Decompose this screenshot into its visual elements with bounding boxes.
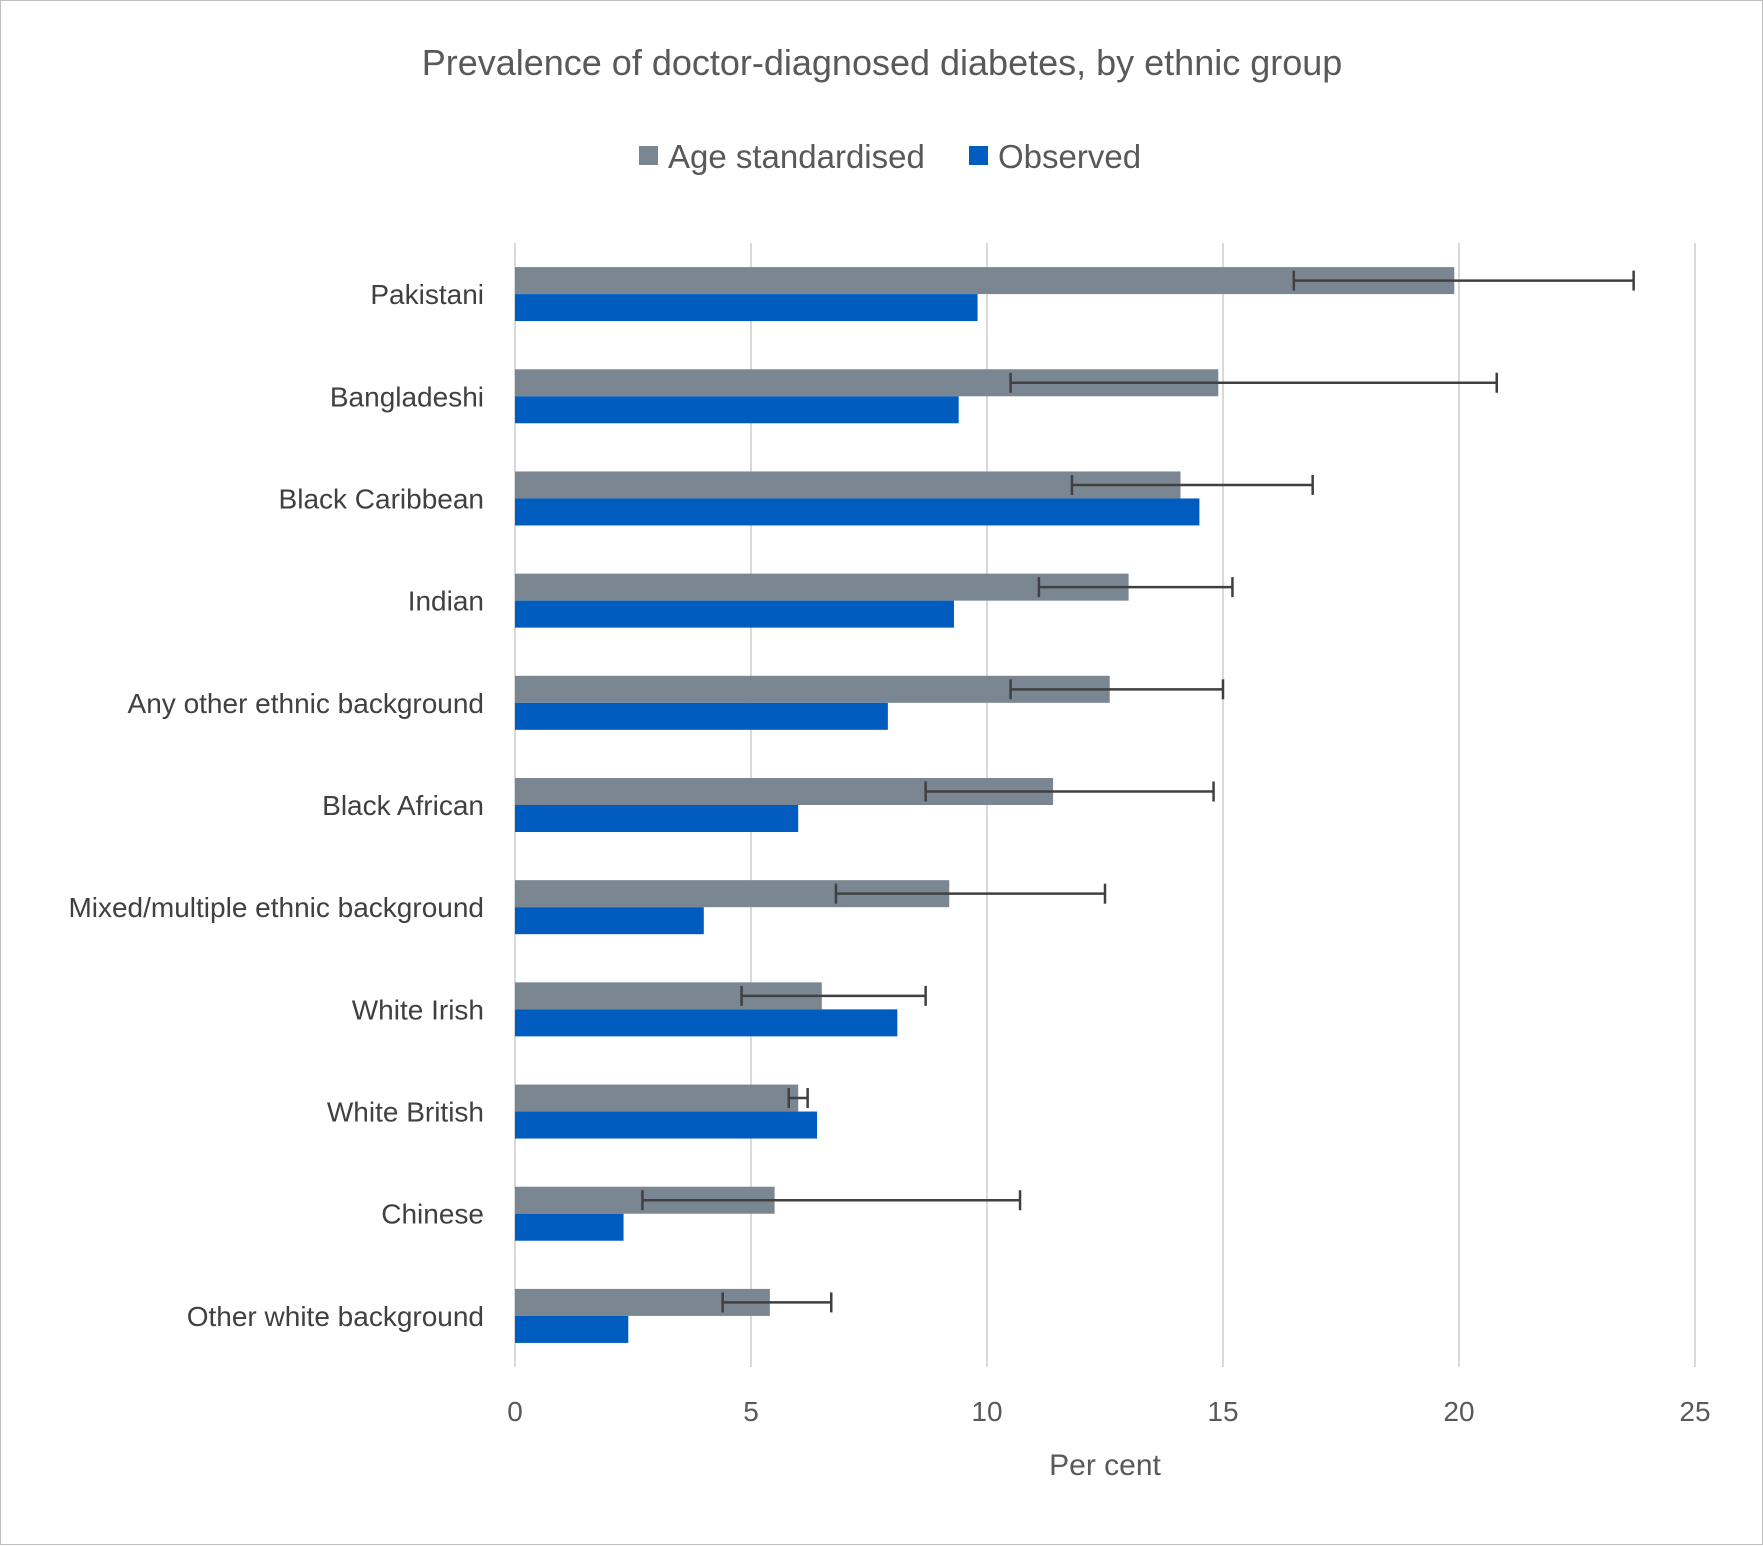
bar-observed-indian <box>515 600 954 628</box>
bar-observed-any-other-ethnic-background <box>515 702 888 730</box>
x-tick-label-15: 15 <box>1207 1396 1238 1427</box>
error-bar-pakistani <box>1292 270 1635 291</box>
category-label-other-white-background: Other white background <box>187 1301 484 1332</box>
category-label-bangladeshi: Bangladeshi <box>330 381 484 412</box>
x-tick-label-5: 5 <box>743 1396 759 1427</box>
error-bar-mixed-multiple-ethnic-background <box>834 883 1107 904</box>
legend-swatch-age-standardised <box>639 146 658 165</box>
tick-labels: 0 5 10 15 20 25 <box>507 1396 1710 1427</box>
category-label-indian: Indian <box>408 586 484 617</box>
bar-age-standardised-indian <box>515 573 1129 601</box>
category-label-white-british: White British <box>327 1097 484 1128</box>
error-bars <box>641 270 1635 1313</box>
error-bar-white-irish <box>740 985 927 1006</box>
error-bar-black-african <box>924 781 1215 802</box>
bar-observed-pakistani <box>515 294 978 322</box>
error-bar-white-british <box>787 1088 809 1109</box>
x-tick-label-0: 0 <box>507 1396 523 1427</box>
chart-title: Prevalence of doctor-diagnosed diabetes,… <box>422 42 1343 83</box>
category-label-black-african: Black African <box>322 790 484 821</box>
bar-observed-black-african <box>515 805 799 832</box>
bar-observed-other-white-background <box>515 1315 629 1343</box>
legend-label-age-standardised: Age standardised <box>668 138 925 175</box>
bar-observed-mixed-multiple-ethnic-background <box>515 907 704 935</box>
category-label-mixed-multiple-ethnic-background: Mixed/multiple ethnic background <box>68 892 484 923</box>
category-label-chinese: Chinese <box>381 1199 484 1230</box>
category-label-black-caribbean: Black Caribbean <box>279 483 484 514</box>
bar-observed-black-caribbean <box>515 498 1200 526</box>
bar-age-standardised-white-british <box>515 1084 799 1112</box>
error-bar-chinese <box>641 1190 1022 1211</box>
x-axis-title: Per cent <box>1049 1449 1161 1482</box>
bar-observed-chinese <box>515 1213 624 1241</box>
bar-observed-white-british <box>515 1111 818 1139</box>
error-bar-black-caribbean <box>1070 474 1314 495</box>
category-label-pakistani: Pakistani <box>370 279 484 310</box>
error-bar-indian <box>1037 577 1234 598</box>
error-bar-any-other-ethnic-background <box>1009 679 1225 700</box>
category-label-white-irish: White Irish <box>352 994 484 1025</box>
error-bar-bangladeshi <box>1009 372 1499 393</box>
bar-age-standardised-black-caribbean <box>515 471 1181 499</box>
bar-observed-bangladeshi <box>515 396 959 424</box>
x-tick-label-25: 25 <box>1679 1396 1710 1427</box>
bars <box>515 267 1455 1343</box>
x-tick-label-20: 20 <box>1443 1396 1474 1427</box>
category-labels: Pakistani Bangladeshi Black Caribbean India… <box>68 279 484 1332</box>
legend: Age standardised Observed <box>639 138 1141 175</box>
legend-label-observed: Observed <box>998 138 1141 175</box>
x-tick-label-10: 10 <box>971 1396 1002 1427</box>
error-bar-other-white-background <box>721 1292 833 1313</box>
category-label-any-other-ethnic-background: Any other ethnic background <box>128 688 484 719</box>
legend-swatch-observed <box>969 146 988 165</box>
bar-observed-white-irish <box>515 1009 898 1037</box>
